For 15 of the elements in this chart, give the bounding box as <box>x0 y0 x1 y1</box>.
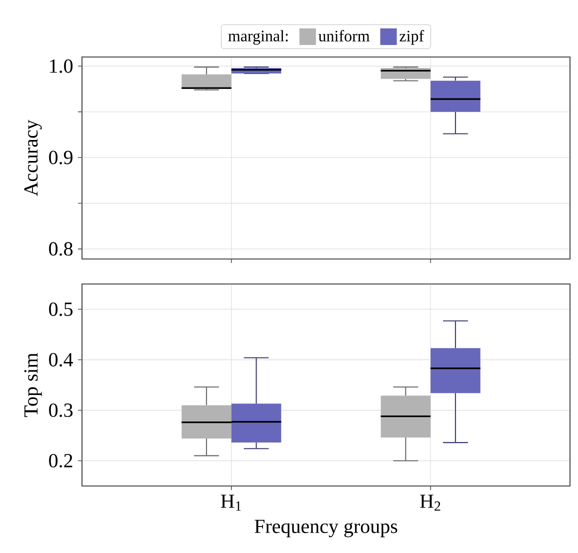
y-tick-label: 0.5 <box>49 302 73 316</box>
y-tick-label: 0.3 <box>49 403 73 418</box>
legend-label: zipf <box>400 30 424 45</box>
x-axis-title: Frequency groups <box>254 520 398 538</box>
x-tick-label: H$_{2}$ <box>420 494 440 511</box>
y-tick-label: 0.9 <box>49 150 72 164</box>
legend-label: uniform <box>318 30 370 42</box>
y-axis-title: Accuracy <box>24 120 42 196</box>
y-tick-label: 1.0 <box>50 59 73 73</box>
y-tick-label: 0.2 <box>49 454 72 468</box>
y-tick-label: 0.4 <box>49 352 73 367</box>
x-tick-label: H$_{1}$ <box>220 494 241 511</box>
y-axis-title: Top sim <box>24 352 42 417</box>
legend-title: marginal: <box>228 30 288 45</box>
y-tick-label: 0.8 <box>49 242 73 256</box>
